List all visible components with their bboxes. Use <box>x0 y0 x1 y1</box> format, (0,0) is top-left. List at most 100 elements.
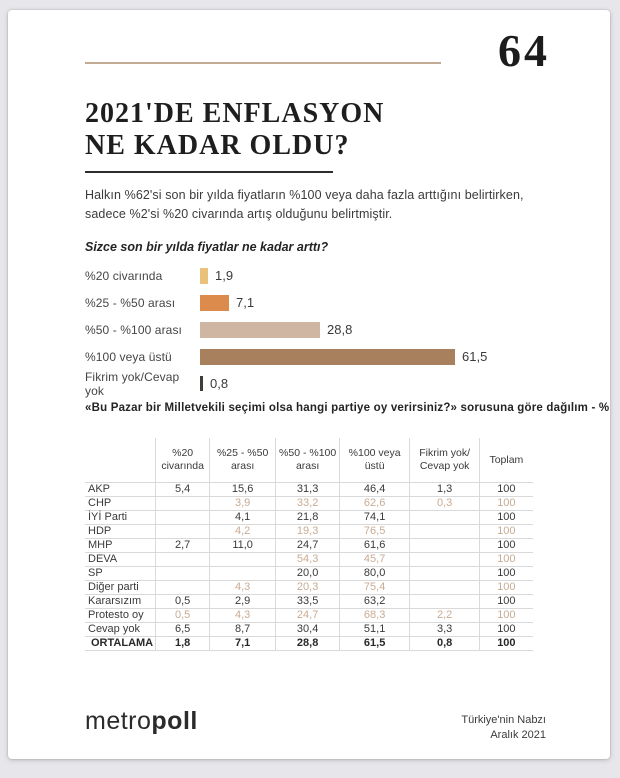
table-cell <box>209 566 276 581</box>
table-cell <box>409 594 480 609</box>
bar-category-label: %20 civarında <box>85 268 163 283</box>
table-cell: 1,8 <box>155 636 210 651</box>
table-row: Diğer parti 4,3 20,3 75,4 100 <box>85 580 533 595</box>
column-header: %50 - %100 arası <box>275 438 340 483</box>
table-cell <box>155 552 210 567</box>
bar-value-label: 1,9 <box>215 268 234 283</box>
row-label: Diğer parti <box>85 580 156 595</box>
table-cell: 24,7 <box>275 538 340 553</box>
row-label: İYİ Parti <box>85 510 156 525</box>
table-cell <box>155 580 210 595</box>
column-header: Fikrim yok/ Cevap yok <box>409 438 480 483</box>
table-row: HDP 4,2 19,3 76,5 100 <box>85 524 533 539</box>
table-cell: 74,1 <box>339 510 410 525</box>
table-cell: 100 <box>479 482 533 497</box>
table-cell <box>155 524 210 539</box>
table-heading: «Bu Pazar bir Milletvekili seçimi olsa h… <box>85 402 610 414</box>
table-cell: 3,3 <box>409 622 480 637</box>
table-cell: 20,0 <box>275 566 340 581</box>
table-cell: 100 <box>479 552 533 567</box>
table-row: MHP 2,7 11,0 24,7 61,6 100 <box>85 538 533 553</box>
table-cell <box>409 538 480 553</box>
intro-text: Halkın %62'si son bir yılda fiyatların %… <box>85 186 524 224</box>
table-row: AKP 5,4 15,6 31,3 46,4 1,3 100 <box>85 482 533 497</box>
table-cell: 4,3 <box>209 608 276 623</box>
table-cell: 100 <box>479 496 533 511</box>
table-cell: 8,7 <box>209 622 276 637</box>
bar-value-label: 28,8 <box>327 322 353 337</box>
column-header: %20 civarında <box>155 438 210 483</box>
bar-category-label: %100 veya üstü <box>85 349 172 364</box>
table-cell <box>409 510 480 525</box>
table-cell: 100 <box>479 636 533 651</box>
table-cell: 28,8 <box>275 636 340 651</box>
bar-value-label: 0,8 <box>210 376 229 391</box>
chart-row: %50 - %100 arası 28,8 <box>85 316 565 343</box>
table-cell: 100 <box>479 608 533 623</box>
table-cell: 61,5 <box>339 636 410 651</box>
table-cell: 4,1 <box>209 510 276 525</box>
table-cell: 100 <box>479 566 533 581</box>
bar-category-label: %25 - %50 arası <box>85 295 176 310</box>
table-cell <box>409 580 480 595</box>
table-cell <box>409 552 480 567</box>
logo-poll: poll <box>151 707 198 735</box>
row-label: HDP <box>85 524 156 539</box>
table-cell: 100 <box>479 510 533 525</box>
chart-row: %20 civarında 1,9 <box>85 262 565 289</box>
intro-line2: sadece %2'si %20 civarında artış olduğun… <box>85 207 393 221</box>
table-cell: 54,3 <box>275 552 340 567</box>
table-header-row: %20 civarında %25 - %50 arası %50 - %100 a… <box>85 438 533 483</box>
table-cell: 46,4 <box>339 482 410 497</box>
table-row: SP 20,0 80,0 100 <box>85 566 533 581</box>
table-cell: 51,1 <box>339 622 410 637</box>
table-row: Protesto oy 0,5 4,3 24,7 68,3 2,2 100 <box>85 608 533 623</box>
table-cell <box>409 566 480 581</box>
table-cell: 3,9 <box>209 496 276 511</box>
table-cell <box>209 552 276 567</box>
chart-row: %100 veya üstü 61,5 <box>85 343 565 370</box>
column-header: %25 - %50 arası <box>209 438 276 483</box>
table-cell: 62,6 <box>339 496 410 511</box>
title-line2: NE KADAR OLDU? <box>85 130 350 161</box>
table-cell: 61,6 <box>339 538 410 553</box>
footer-line2: Aralık 2021 <box>490 729 546 741</box>
table-cell <box>155 566 210 581</box>
table-cell: 76,5 <box>339 524 410 539</box>
table-cell: 0,5 <box>155 594 210 609</box>
table-cell: 11,0 <box>209 538 276 553</box>
bar <box>200 376 203 391</box>
table-cell: 100 <box>479 524 533 539</box>
chart-row: %25 - %50 arası 7,1 <box>85 289 565 316</box>
table-row: CHP 3,9 33,2 62,6 0,3 100 <box>85 496 533 511</box>
table-cell: 4,3 <box>209 580 276 595</box>
page-number: 64 <box>498 25 550 76</box>
table-cell: 100 <box>479 580 533 595</box>
table-cell: 19,3 <box>275 524 340 539</box>
row-label: Protesto oy <box>85 608 156 623</box>
intro-line1: Halkın %62'si son bir yılda fiyatların %… <box>85 188 524 202</box>
table-cell: 24,7 <box>275 608 340 623</box>
table-cell <box>155 510 210 525</box>
bar <box>200 348 455 365</box>
row-label: ORTALAMA <box>85 636 156 651</box>
table-row: İYİ Parti 4,1 21,8 74,1 100 <box>85 510 533 525</box>
table-cell: 45,7 <box>339 552 410 567</box>
table-cell: 0,3 <box>409 496 480 511</box>
table-cell: 6,5 <box>155 622 210 637</box>
table-cell: 0,8 <box>409 636 480 651</box>
table-row: DEVA 54,3 45,7 100 <box>85 552 533 567</box>
table-cell: 2,9 <box>209 594 276 609</box>
row-label: CHP <box>85 496 156 511</box>
chart-row: Fikrim yok/Cevap yok 0,8 <box>85 369 565 398</box>
title-line1: 2021'DE ENFLASYON <box>85 98 385 129</box>
table-row: ORTALAMA 1,8 7,1 28,8 61,5 0,8 100 <box>85 636 533 651</box>
table-corner-cell <box>85 438 156 483</box>
report-page: 64 2021'DE ENFLASYON NE KADAR OLDU? Halkı… <box>8 10 610 759</box>
table-cell: 2,2 <box>409 608 480 623</box>
table-cell: 4,2 <box>209 524 276 539</box>
bar <box>200 321 320 338</box>
logo-metro: metro <box>85 707 152 735</box>
table-cell: 0,5 <box>155 608 210 623</box>
bar-category-label: Fikrim yok/Cevap yok <box>85 369 180 398</box>
